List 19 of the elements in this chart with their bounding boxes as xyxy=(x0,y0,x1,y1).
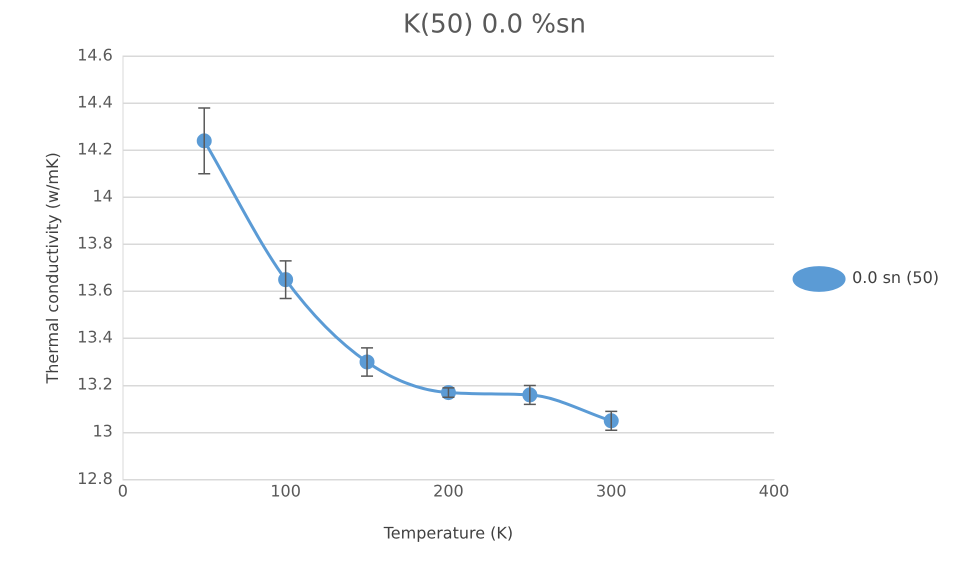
x-tick-label: 100 xyxy=(270,481,301,500)
y-tick-label: 14.4 xyxy=(77,92,113,112)
x-tick-label: 0 xyxy=(118,481,128,500)
y-tick-label: 12.8 xyxy=(77,468,113,488)
x-tick-label: 200 xyxy=(433,481,464,500)
y-tick-label: 13.4 xyxy=(77,328,113,347)
y-axis-title: Thermal conductivity (w/mK) xyxy=(42,152,62,385)
y-tick-label: 13 xyxy=(92,422,113,441)
y-tick-label: 14.6 xyxy=(77,45,113,64)
y-tick-label: 13.6 xyxy=(77,280,113,300)
y-tick-label: 14 xyxy=(92,186,113,206)
legend-label: 0.0 sn (50) xyxy=(852,268,939,288)
y-tick-label: 14.2 xyxy=(77,139,113,158)
x-tick-label: 400 xyxy=(758,481,790,500)
chart-title: K(50) 0.0 %sn xyxy=(402,9,586,40)
x-axis-title: Temperature (K) xyxy=(382,524,514,543)
x-tick-label: 300 xyxy=(596,481,627,500)
y-tick-label: 13.8 xyxy=(77,234,113,253)
y-tick-label: 13.2 xyxy=(77,374,113,394)
